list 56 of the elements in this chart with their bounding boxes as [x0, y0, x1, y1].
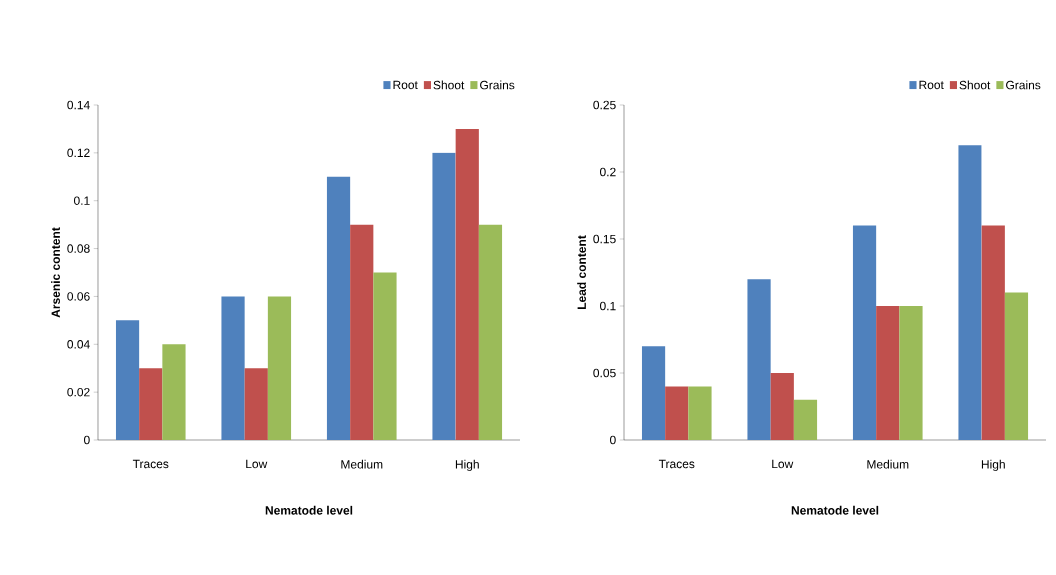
x-axis-title: Nematode level [265, 505, 353, 515]
y-axis-title: Lead content [577, 235, 586, 310]
y-axis-title: Arsenic content [51, 227, 60, 318]
legend-label: Root [919, 80, 944, 90]
x-axis-title: Nematode level [791, 505, 879, 515]
x-tick-label: High [981, 459, 1005, 471]
x-tick-label: Low [772, 459, 794, 469]
bar [958, 145, 982, 440]
bar [852, 225, 877, 440]
bar [641, 346, 666, 440]
bar [770, 373, 794, 440]
y-tick-label: 0.06 [67, 292, 90, 301]
x-tick-label: Traces [658, 459, 695, 469]
y-tick-label: 0 [84, 435, 90, 445]
bar [432, 152, 456, 440]
bar [899, 306, 923, 440]
bar [373, 272, 397, 440]
y-tick-label: 0.14 [67, 100, 90, 110]
bar [326, 176, 351, 440]
y-tick-label: 0.12 [67, 148, 90, 158]
bar [350, 224, 374, 440]
y-tick-label: 0.25 [593, 100, 616, 110]
bar [455, 128, 479, 440]
legend-label: Shoot [959, 80, 991, 90]
bar [267, 296, 292, 440]
y-tick-label: 0.2 [600, 167, 616, 177]
bar [478, 224, 503, 440]
y-tick-label: 0 [610, 435, 616, 445]
bar [747, 279, 771, 440]
bar [139, 368, 163, 440]
y-tick-label: 0.15 [593, 234, 616, 244]
x-tick-label: Traces [132, 459, 169, 469]
legend-label: Grains [480, 80, 515, 90]
x-tick-label: Medium [341, 459, 383, 469]
x-tick-label: Medium [867, 459, 909, 469]
bar [1004, 292, 1029, 440]
y-tick-label: 0.02 [67, 387, 90, 397]
legend-label: Grains [1006, 80, 1041, 90]
y-tick-label: 0.1 [600, 301, 616, 311]
bar [665, 386, 689, 440]
bar [981, 225, 1005, 440]
bar [244, 368, 268, 440]
y-tick-label: 0.1 [73, 196, 90, 205]
bar [876, 306, 900, 440]
legend-label: Root [393, 80, 418, 90]
x-tick-label: High [455, 459, 479, 471]
y-tick-label: 0.05 [593, 368, 616, 378]
y-tick-label: 0.04 [67, 340, 90, 349]
x-tick-label: Low [246, 459, 268, 469]
bar [793, 399, 818, 440]
bar [115, 320, 140, 440]
bar [688, 386, 712, 440]
bar [162, 344, 186, 440]
bar [221, 296, 245, 440]
y-tick-label: 0.08 [67, 244, 90, 253]
legend-label: Shoot [433, 80, 465, 90]
